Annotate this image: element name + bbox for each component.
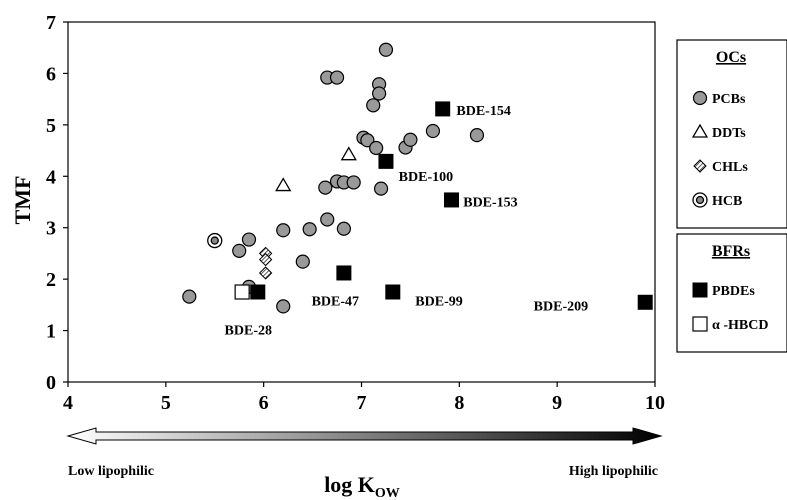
data-point-circle [182,289,197,304]
data-point-filled-square [378,153,394,169]
data-point-circle [366,98,381,113]
data-point-circle [425,123,441,139]
x-axis-title-sub: OW [375,486,400,500]
hcb-inner-ring [695,195,705,205]
data-point-circle [295,254,310,269]
x-tick-label: 8 [454,392,464,414]
annotation-label: BDE-154 [456,104,510,119]
data-point-triangle [275,177,292,192]
y-tick-label: 2 [46,269,56,291]
legend-item-label: DDTs [712,126,746,141]
annotation-label: BDE-47 [312,295,359,310]
annotations: BDE-154 BDE-100 BDE-153 BDE-47 BDE-99 BDE-209… [225,104,589,339]
data-point-filled-square [637,294,653,310]
y-tick-label: 4 [46,166,56,188]
legend-marker-triangle [691,123,709,138]
x-axis-title: log KOW [324,472,400,500]
lipophilicity-arrow-shape [66,427,663,445]
data-point-circle [369,140,384,156]
data-point-circle [360,133,375,148]
high-lipophilic-label: High lipophilic [569,464,658,479]
legend-marker-double-circle [692,192,708,208]
data-point-circle [378,42,394,57]
data-point-double-circle [207,232,223,249]
data-point-circle [318,180,333,195]
data-point-circle [241,232,257,247]
legend-group-title: OCs [716,49,746,66]
hcb-inner-ring [210,236,219,245]
y-tick-label: 7 [46,12,56,34]
data-point-open-square [234,284,250,300]
legend-item-label: HCB [712,194,742,209]
legend-item-label: α -HBCD [712,318,768,333]
lipophilicity-arrow [66,427,663,445]
legend-item-label: CHLs [712,160,748,175]
low-lipophilic-label: Low lipophilic [68,464,154,479]
x-tick-label: 4 [63,392,73,414]
legend-group-title: BFRs [712,243,750,260]
y-axis-title: TMF [10,176,35,225]
y-tick-label: 1 [46,321,56,343]
x-tick-label: 10 [645,392,665,414]
data-point-circle [232,243,247,258]
data-point-circle [373,181,389,196]
data-points [182,42,653,314]
y-tick-label: 3 [46,218,56,240]
x-tick-label: 5 [161,392,171,414]
x-tick-label: 6 [259,392,269,414]
plot-area [67,21,656,383]
data-point-filled-square [444,192,460,208]
annotation-label: BDE-28 [225,324,272,339]
data-point-filled-square [385,284,401,300]
annotation-label: BDE-99 [415,295,462,310]
legend-item-label: PCBs [712,92,746,107]
x-tick-label: 9 [552,392,562,414]
legend-marker-diamond-hatched [693,159,707,173]
data-point-filled-square [435,101,451,117]
y-tick-label: 5 [46,115,56,137]
legend-item-label: PBDEs [712,284,755,299]
x-axis-title-main: log K [324,472,375,497]
data-point-circle [276,223,291,238]
data-point-circle [403,132,418,147]
data-point-circle [336,221,351,236]
y-tick-label: 6 [46,63,56,85]
legend-marker-open-square [692,316,708,332]
annotation-label: BDE-153 [463,195,517,210]
data-point-triangle [340,146,357,161]
annotation-label: BDE-209 [534,299,588,314]
x-tick-label: 7 [357,392,367,414]
y-tick-label: 0 [46,372,56,394]
data-point-diamond-hatched [258,266,273,280]
data-point-filled-square [336,265,352,281]
legend-marker-filled-square [692,282,708,298]
data-point-circle [372,86,387,101]
data-point-circle [346,175,361,190]
data-point-circle [469,128,485,143]
annotation-label: BDE-100 [399,170,453,185]
data-point-diamond-hatched [258,252,273,267]
data-point-circle [276,299,291,314]
data-point-circle [302,222,317,237]
legend: OCs PCBs DDTs CHLs HCB BFRs PBDEs α -HBCD [676,39,787,353]
data-point-circle [329,70,345,85]
data-point-circle [320,212,335,227]
axis-ticks: 4 5 6 7 8 9 10 0 1 2 3 4 5 6 7 [46,12,665,414]
legend-marker-circle [692,90,708,106]
data-point-filled-square [250,284,266,300]
